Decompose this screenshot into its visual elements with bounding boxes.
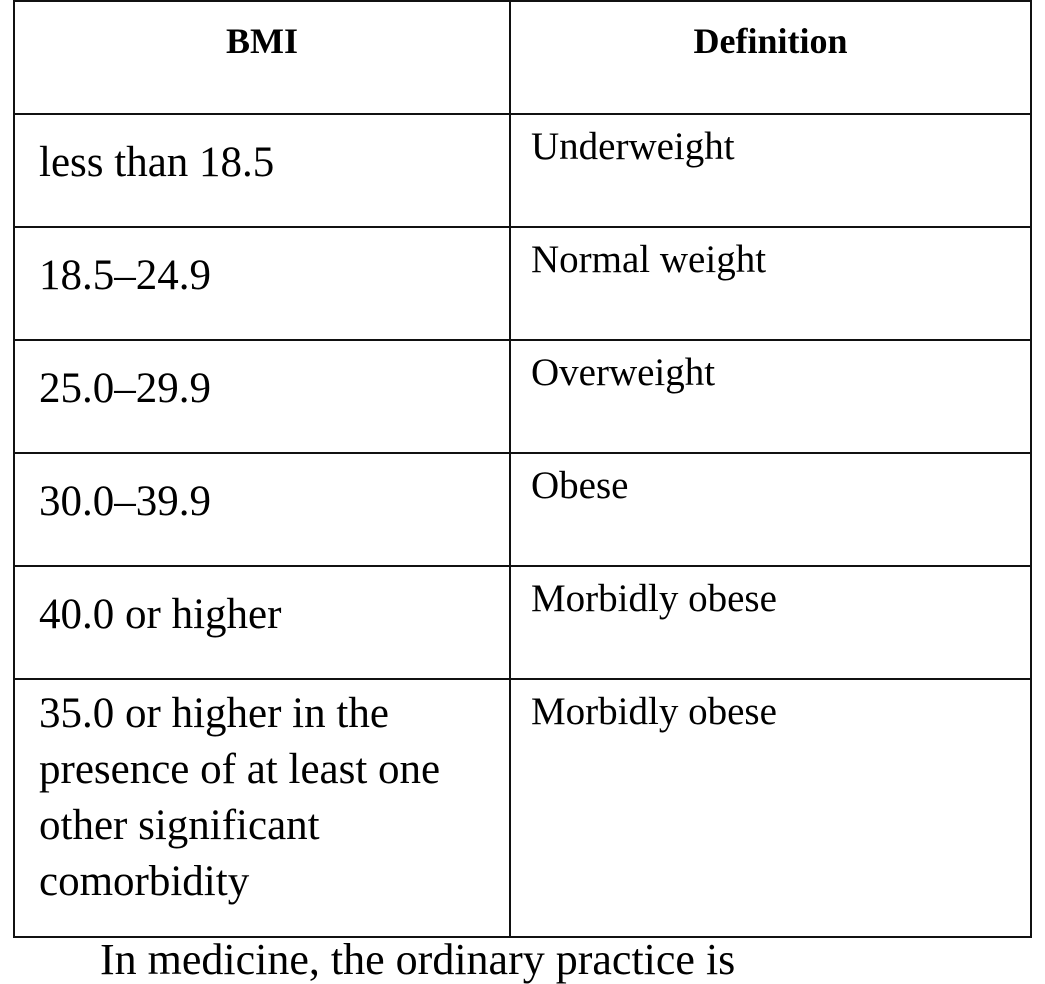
table-row: 40.0 or higher Morbidly obese: [13, 565, 1032, 680]
cutoff-body-text: In medicine, the ordinary practice is: [100, 935, 736, 984]
table-row: 25.0–29.9 Overweight: [13, 339, 1032, 454]
header-definition: Definition: [509, 0, 1032, 115]
bmi-cell: 40.0 or higher: [13, 565, 511, 680]
bmi-cell: 30.0–39.9: [13, 452, 511, 567]
table-header-row: BMI Definition: [13, 0, 1032, 115]
header-bmi: BMI: [13, 0, 511, 115]
bmi-cell: 18.5–24.9: [13, 226, 511, 341]
definition-cell: Underweight: [509, 113, 1032, 228]
definition-cell: Morbidly obese: [509, 678, 1032, 938]
table-row: 35.0 or higher in the presence of at lea…: [13, 678, 1032, 938]
table-row: less than 18.5 Underweight: [13, 113, 1032, 228]
definition-cell: Morbidly obese: [509, 565, 1032, 680]
bmi-cell: 25.0–29.9: [13, 339, 511, 454]
table-row: 18.5–24.9 Normal weight: [13, 226, 1032, 341]
definition-cell: Overweight: [509, 339, 1032, 454]
definition-cell: Obese: [509, 452, 1032, 567]
table-row: 30.0–39.9 Obese: [13, 452, 1032, 567]
bmi-cell: less than 18.5: [13, 113, 511, 228]
definition-cell: Normal weight: [509, 226, 1032, 341]
bmi-cell: 35.0 or higher in the presence of at lea…: [13, 678, 511, 938]
bmi-definition-table: BMI Definition less than 18.5 Underweigh…: [13, 0, 1032, 938]
